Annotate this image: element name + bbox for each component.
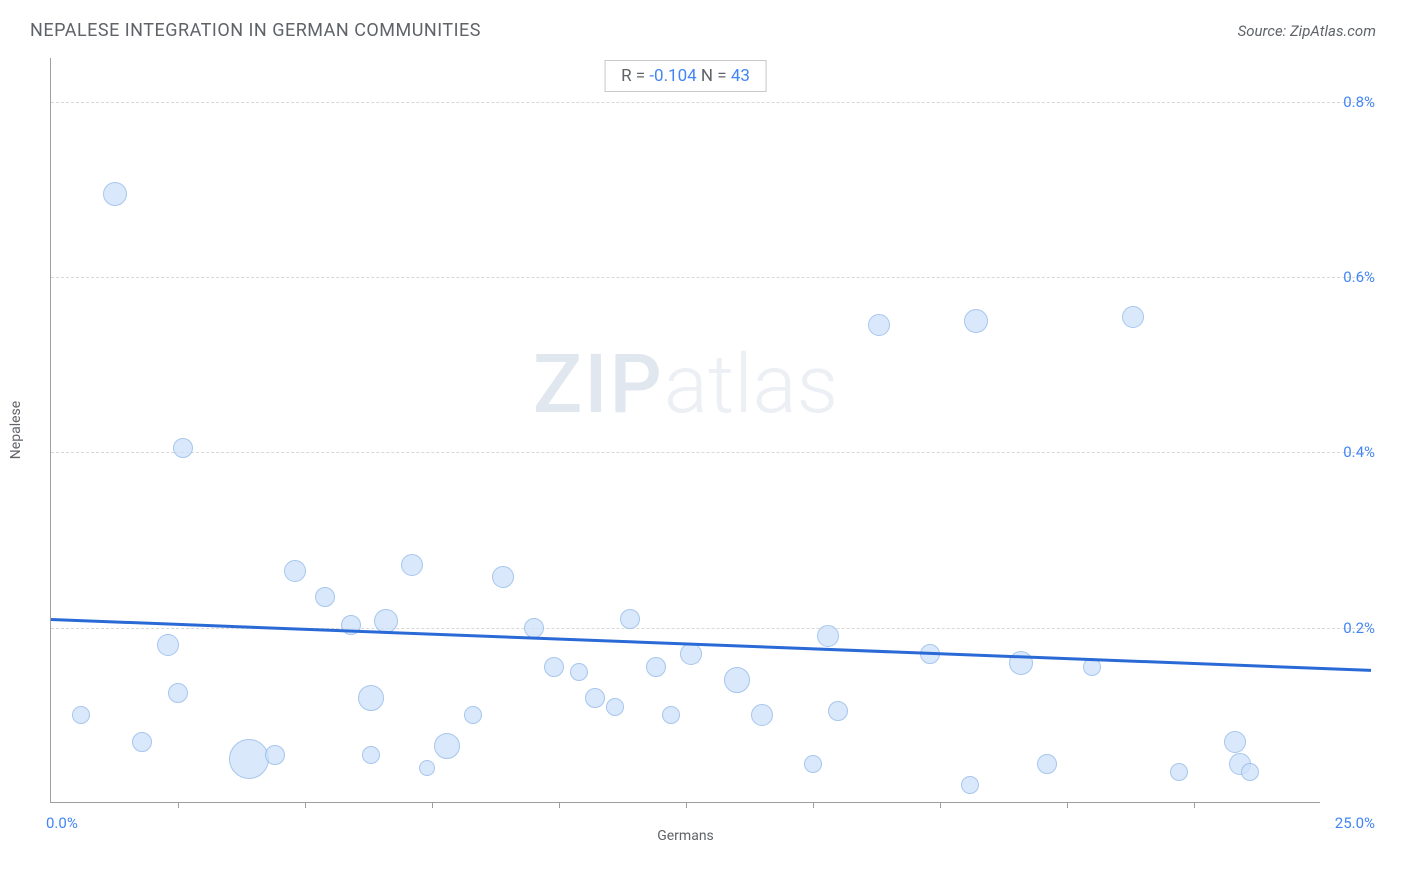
data-point[interactable] [419, 760, 435, 776]
trend-line [51, 618, 1371, 671]
x-tick-mark [178, 802, 179, 808]
scatter-chart: ZIPatlas R = -0.104 N = 43 Nepalese Germ… [50, 58, 1370, 838]
x-axis-label: Germans [657, 828, 714, 844]
data-point[interactable] [868, 314, 890, 336]
x-tick-mark [940, 802, 941, 808]
data-point[interactable] [964, 309, 988, 333]
data-point[interactable] [434, 733, 460, 759]
data-point[interactable] [265, 745, 285, 765]
data-point[interactable] [680, 643, 702, 665]
data-point[interactable] [173, 438, 193, 458]
data-point[interactable] [229, 739, 269, 779]
r-value: -0.104 [649, 66, 696, 86]
data-point[interactable] [103, 182, 127, 206]
gridline [51, 277, 1370, 278]
data-point[interactable] [1241, 763, 1259, 781]
r-label: R = [621, 66, 649, 86]
x-tick-mark [813, 802, 814, 808]
x-tick-mark [1194, 802, 1195, 808]
x-tick-mark [305, 802, 306, 808]
data-point[interactable] [817, 625, 839, 647]
y-tick-label: 0.6% [1343, 268, 1375, 286]
data-point[interactable] [492, 566, 514, 588]
stats-box: R = -0.104 N = 43 [604, 60, 767, 92]
data-point[interactable] [284, 560, 306, 582]
data-point[interactable] [1170, 763, 1188, 781]
y-axis-label: Nepalese [8, 401, 24, 459]
data-point[interactable] [374, 609, 398, 633]
data-point[interactable] [1122, 306, 1144, 328]
data-point[interactable] [464, 706, 482, 724]
data-point[interactable] [961, 776, 979, 794]
data-point[interactable] [662, 706, 680, 724]
plot-area: ZIPatlas R = -0.104 N = 43 Nepalese Germ… [50, 58, 1320, 803]
data-point[interactable] [524, 618, 544, 638]
gridline [51, 452, 1370, 453]
y-tick-label: 0.2% [1343, 619, 1375, 637]
data-point[interactable] [157, 634, 179, 656]
y-tick-label: 0.4% [1343, 443, 1375, 461]
x-tick-mark [1067, 802, 1068, 808]
data-point[interactable] [358, 685, 384, 711]
data-point[interactable] [804, 755, 822, 773]
x-min-label: 0.0% [46, 814, 78, 832]
data-point[interactable] [724, 667, 750, 693]
chart-header: NEPALESE INTEGRATION IN GERMAN COMMUNITI… [0, 0, 1406, 51]
n-value: 43 [731, 66, 750, 86]
chart-source: Source: ZipAtlas.com [1238, 22, 1376, 40]
data-point[interactable] [606, 698, 624, 716]
n-label: N = [697, 66, 731, 86]
data-point[interactable] [1224, 731, 1246, 753]
x-tick-mark [559, 802, 560, 808]
data-point[interactable] [168, 683, 188, 703]
data-point[interactable] [646, 657, 666, 677]
data-point[interactable] [585, 688, 605, 708]
chart-title: NEPALESE INTEGRATION IN GERMAN COMMUNITI… [30, 20, 481, 41]
data-point[interactable] [72, 706, 90, 724]
data-point[interactable] [620, 609, 640, 629]
watermark-logo: ZIPatlas [533, 337, 838, 433]
data-point[interactable] [570, 663, 588, 681]
x-max-label: 25.0% [1335, 814, 1375, 832]
y-tick-label: 0.8% [1343, 93, 1375, 111]
data-point[interactable] [828, 701, 848, 721]
x-tick-mark [686, 802, 687, 808]
data-point[interactable] [362, 746, 380, 764]
x-tick-mark [432, 802, 433, 808]
data-point[interactable] [132, 732, 152, 752]
data-point[interactable] [315, 587, 335, 607]
gridline [51, 102, 1370, 103]
data-point[interactable] [751, 704, 773, 726]
data-point[interactable] [544, 657, 564, 677]
data-point[interactable] [401, 554, 423, 576]
data-point[interactable] [1037, 754, 1057, 774]
